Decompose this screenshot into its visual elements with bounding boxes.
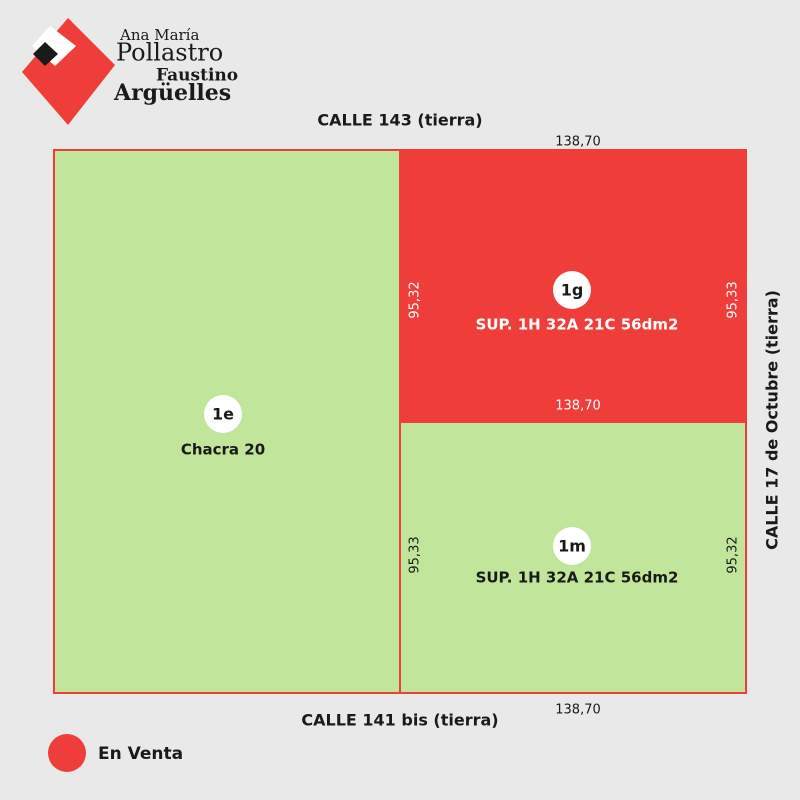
logo-text: Ana María (119, 26, 199, 44)
measure-label: 138,70 (555, 399, 601, 414)
legend-label: En Venta (98, 744, 183, 764)
logo: Ana María Pollastro Faustino Argüelles (22, 18, 238, 125)
logo-square (32, 26, 76, 66)
logo-text: Pollastro (116, 39, 223, 67)
lot-label: SUP. 1H 32A 21C 56dm2 (476, 316, 679, 334)
lot-badge (553, 271, 591, 309)
street-label: CALLE 17 de Octubre (tierra) (763, 290, 782, 550)
measure-label: 95,33 (408, 536, 423, 573)
street-label: CALLE 143 (tierra) (317, 111, 482, 130)
legend-swatch (48, 734, 86, 772)
lot-id: 1m (558, 537, 586, 556)
lot-id: 1e (212, 405, 234, 424)
lot-label: SUP. 1H 32A 21C 56dm2 (476, 569, 679, 587)
measure-label: 95,32 (726, 536, 741, 573)
measure-label: 138,70 (555, 135, 601, 150)
measure-label: 95,33 (726, 281, 741, 318)
measure-label: 95,32 (408, 281, 423, 318)
logo-square-dark (33, 42, 58, 66)
logo-text: Faustino (156, 66, 238, 86)
street-label: CALLE 141 bis (tierra) (301, 711, 498, 730)
lot-label: Chacra 20 (181, 441, 265, 459)
lot-badge (553, 527, 591, 565)
lot-badge (204, 395, 242, 433)
logo-text: Argüelles (113, 80, 231, 106)
lot-id: 1g (561, 281, 584, 300)
measure-label: 138,70 (555, 703, 601, 718)
